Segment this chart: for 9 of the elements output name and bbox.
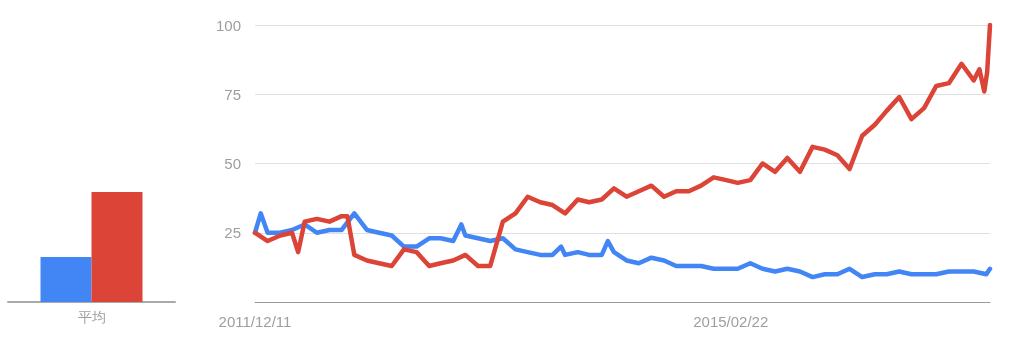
- y-tick-label: 100: [215, 16, 241, 34]
- y-tick-label: 50: [224, 155, 241, 172]
- x-tick-label: 2015/02/22: [693, 313, 769, 330]
- line-series: [252, 22, 993, 269]
- line-series: [252, 211, 993, 280]
- y-tick-label: 75: [224, 85, 241, 103]
- x-tick-label: 2011/12/11: [218, 313, 292, 330]
- y-tick-label: 25: [224, 224, 241, 242]
- x-tick-label: 平均: [77, 309, 106, 325]
